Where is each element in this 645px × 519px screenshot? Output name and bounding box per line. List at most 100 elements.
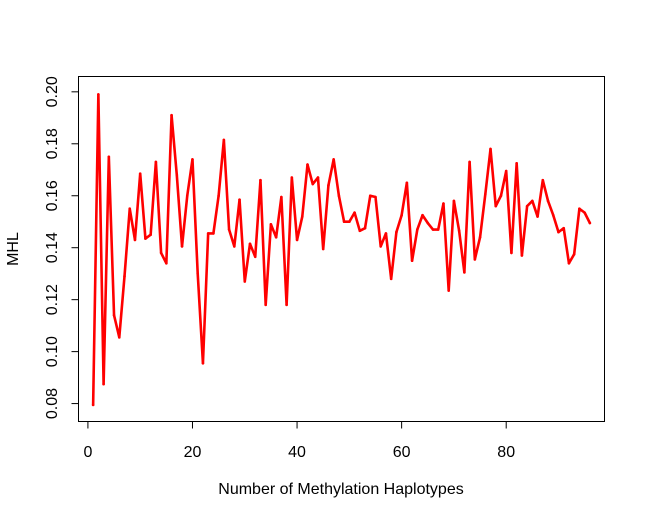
series-point bbox=[337, 194, 341, 198]
series-point bbox=[233, 245, 236, 248]
series-point bbox=[348, 220, 351, 224]
series-point bbox=[578, 207, 581, 211]
series-point bbox=[306, 163, 309, 166]
series-point bbox=[138, 172, 142, 175]
series-point bbox=[504, 169, 508, 173]
series-point bbox=[321, 247, 325, 251]
series-point bbox=[358, 229, 362, 233]
series-point bbox=[379, 245, 383, 248]
series-point bbox=[154, 160, 158, 164]
series-point bbox=[107, 155, 111, 159]
series-point bbox=[300, 215, 304, 218]
series-point bbox=[170, 113, 173, 117]
series-point bbox=[473, 258, 477, 261]
series-point bbox=[489, 147, 492, 151]
series-point bbox=[447, 289, 450, 292]
series-point bbox=[541, 178, 545, 182]
series-point bbox=[144, 237, 147, 240]
y-tick-label: 0.16 bbox=[44, 180, 61, 211]
series-point bbox=[525, 204, 529, 208]
series-point bbox=[457, 229, 461, 233]
y-tick-label: 0.14 bbox=[44, 232, 61, 263]
series-point bbox=[520, 254, 524, 257]
series-point bbox=[91, 403, 95, 407]
series-point bbox=[248, 242, 252, 246]
series-point bbox=[269, 223, 273, 226]
series-point bbox=[274, 236, 278, 239]
series-point bbox=[557, 230, 560, 234]
series-point bbox=[206, 232, 210, 235]
series-point bbox=[332, 158, 335, 161]
series-point bbox=[175, 173, 179, 177]
series-point bbox=[531, 199, 534, 203]
series-point bbox=[259, 178, 262, 182]
series-group bbox=[91, 93, 592, 407]
series-point bbox=[389, 277, 393, 281]
series-point bbox=[426, 221, 430, 225]
series-point bbox=[264, 303, 267, 307]
series-point bbox=[196, 272, 200, 275]
x-tick-label: 60 bbox=[393, 444, 411, 461]
series-point bbox=[97, 93, 100, 96]
series-point bbox=[285, 303, 288, 307]
series-point bbox=[510, 251, 513, 255]
series-point bbox=[416, 228, 419, 231]
series-point bbox=[227, 228, 231, 231]
series-point bbox=[562, 226, 566, 230]
series-point bbox=[431, 228, 435, 231]
y-tick-label: 0.12 bbox=[44, 284, 61, 315]
series-layer bbox=[91, 93, 592, 407]
series-point bbox=[280, 195, 283, 199]
series-point bbox=[185, 194, 189, 198]
series-point bbox=[572, 252, 576, 256]
series-point bbox=[353, 211, 356, 214]
series-point bbox=[363, 226, 367, 230]
series-point bbox=[123, 274, 126, 278]
series-point bbox=[463, 271, 466, 274]
series-point bbox=[128, 207, 132, 211]
series-point bbox=[374, 195, 377, 199]
series-point bbox=[421, 213, 424, 217]
series-point bbox=[546, 199, 550, 203]
series-point bbox=[217, 194, 220, 198]
series-point bbox=[452, 199, 456, 203]
y-axis-title: MHL bbox=[5, 232, 22, 266]
series-line bbox=[91, 93, 592, 407]
series-point bbox=[567, 261, 571, 265]
series-point bbox=[583, 211, 586, 214]
y-tick-label: 0.08 bbox=[44, 388, 61, 419]
series-point bbox=[212, 232, 215, 235]
series-point bbox=[405, 181, 409, 185]
series-point bbox=[311, 182, 315, 186]
series-point bbox=[342, 220, 346, 224]
y-tick-label: 0.10 bbox=[44, 336, 61, 367]
series-point bbox=[238, 198, 241, 201]
x-tick-label: 80 bbox=[497, 444, 515, 461]
series-point bbox=[165, 261, 168, 265]
x-tick-label: 40 bbox=[288, 444, 306, 461]
series-point bbox=[222, 138, 226, 142]
series-point bbox=[133, 238, 137, 242]
series-point bbox=[117, 336, 121, 339]
series-point bbox=[102, 382, 105, 386]
series-point bbox=[468, 160, 471, 164]
series-point bbox=[483, 193, 487, 196]
x-tick-label: 0 bbox=[83, 444, 92, 461]
series-point bbox=[149, 233, 152, 237]
series-point bbox=[478, 236, 482, 239]
series-point bbox=[253, 255, 257, 259]
series-point bbox=[295, 238, 299, 242]
series-point bbox=[442, 202, 445, 205]
series-point bbox=[400, 213, 403, 217]
series-point bbox=[551, 213, 555, 217]
y-axis: 0.08 0.10 0.12 0.14 0.16 0.18 0.20 bbox=[44, 76, 79, 419]
series-point bbox=[191, 158, 194, 161]
x-tick-label: 20 bbox=[184, 444, 202, 461]
series-point bbox=[536, 215, 539, 218]
series-point bbox=[112, 313, 116, 317]
series-point bbox=[515, 161, 518, 165]
series-point bbox=[201, 362, 205, 365]
series-point bbox=[588, 221, 592, 225]
